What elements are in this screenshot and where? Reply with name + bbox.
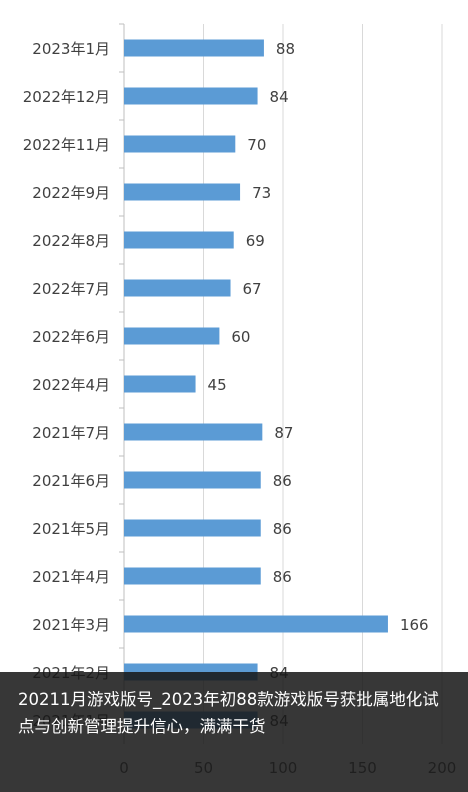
- bar-8: [124, 423, 263, 441]
- category-label-12: 2021年3月: [32, 616, 110, 634]
- data-label-5: 67: [243, 280, 262, 298]
- category-label-10: 2021年5月: [32, 520, 110, 538]
- bar-3: [124, 183, 241, 201]
- data-label-2: 70: [247, 136, 266, 154]
- bar-5: [124, 279, 231, 297]
- bar-12: [124, 615, 388, 633]
- data-label-4: 69: [246, 232, 265, 250]
- category-label-1: 2022年12月: [23, 88, 110, 106]
- category-label-5: 2022年7月: [32, 280, 110, 298]
- data-label-9: 86: [273, 472, 292, 490]
- category-label-2: 2022年11月: [23, 136, 110, 154]
- category-label-6: 2022年6月: [32, 328, 110, 346]
- image-caption: 20211月游戏版号_2023年初88款游戏版号获批属地化试点与创新管理提升信心…: [0, 672, 468, 792]
- bar-2: [124, 135, 236, 153]
- data-label-7: 45: [208, 376, 227, 394]
- data-label-6: 60: [231, 328, 250, 346]
- category-label-3: 2022年9月: [32, 184, 110, 202]
- category-label-0: 2023年1月: [32, 40, 110, 58]
- data-label-11: 86: [273, 568, 292, 586]
- category-label-4: 2022年8月: [32, 232, 110, 250]
- data-label-0: 88: [276, 40, 295, 58]
- bar-4: [124, 231, 234, 249]
- data-label-8: 87: [274, 424, 293, 442]
- bar-9: [124, 471, 261, 489]
- data-label-1: 84: [270, 88, 289, 106]
- category-label-11: 2021年4月: [32, 568, 110, 586]
- bar-7: [124, 375, 196, 393]
- data-label-10: 86: [273, 520, 292, 538]
- category-label-7: 2022年4月: [32, 376, 110, 394]
- data-label-12: 166: [400, 616, 429, 634]
- bar-1: [124, 87, 258, 105]
- bar-0: [124, 39, 264, 57]
- category-label-8: 2021年7月: [32, 424, 110, 442]
- category-label-9: 2021年6月: [32, 472, 110, 490]
- data-label-3: 73: [252, 184, 271, 202]
- bar-6: [124, 327, 220, 345]
- bar-10: [124, 519, 261, 537]
- bar-11: [124, 567, 261, 585]
